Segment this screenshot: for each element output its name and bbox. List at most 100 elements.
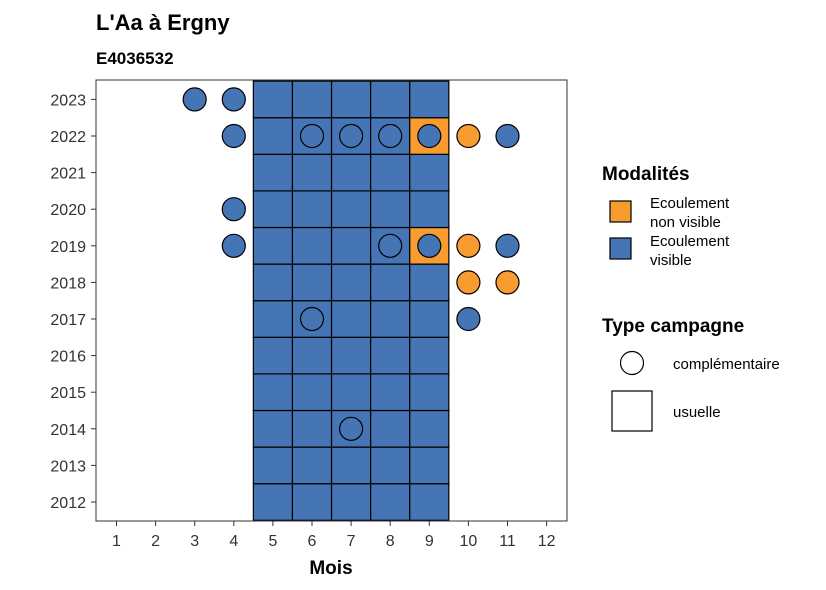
usuelle-tile-2013-6 bbox=[291, 446, 333, 485]
legend-label-non-visible-line1: Ecoulement bbox=[650, 195, 730, 212]
complementaire-point-2019-10 bbox=[456, 233, 481, 258]
complementaire-point-2020-4 bbox=[221, 197, 246, 222]
y-tick-label-2021: 2021 bbox=[50, 166, 86, 183]
y-tick-label-2013: 2013 bbox=[50, 458, 86, 475]
usuelle-tile-2018-7 bbox=[330, 263, 372, 302]
x-tick-label-3: 3 bbox=[190, 533, 199, 550]
usuelle-tile-2012-9 bbox=[409, 483, 450, 521]
usuelle-tile-2014-6 bbox=[291, 409, 333, 448]
x-tick-label-1: 1 bbox=[112, 533, 121, 550]
y-tick-label-2023: 2023 bbox=[50, 92, 86, 109]
usuelle-tile-2016-9 bbox=[409, 336, 450, 375]
legend-label-complementaire: complémentaire bbox=[673, 356, 780, 373]
usuelle-tile-2016-7 bbox=[330, 336, 372, 375]
legend-label-visible-line1: Ecoulement bbox=[650, 233, 730, 250]
x-tick-label-10: 10 bbox=[460, 533, 478, 550]
y-tick-label-2014: 2014 bbox=[50, 422, 86, 439]
usuelle-tile-2021-5 bbox=[252, 153, 294, 192]
usuelle-tile-2021-7 bbox=[330, 153, 372, 192]
usuelle-tile-2021-9 bbox=[409, 153, 450, 192]
usuelle-tile-2020-5 bbox=[252, 190, 294, 229]
usuelle-tile-2018-8 bbox=[370, 263, 411, 302]
usuelle-tile-2023-8 bbox=[370, 80, 411, 119]
usuelle-tile-2014-5 bbox=[252, 409, 294, 448]
complementaire-point-2018-11 bbox=[495, 270, 520, 295]
usuelle-tile-2019-6 bbox=[291, 226, 333, 265]
usuelle-tile-2023-6 bbox=[291, 80, 333, 119]
complementaire-point-2019-4 bbox=[221, 233, 246, 258]
usuelle-tile-2014-8 bbox=[370, 409, 411, 448]
y-axis: 2012 2013 2014 2015 2016 2017 2018 2019 2020 2021… bbox=[50, 92, 96, 512]
usuelle-tile-2015-7 bbox=[330, 373, 372, 412]
complementaire-point-2022-11 bbox=[495, 123, 520, 149]
y-tick-label-2018: 2018 bbox=[50, 275, 86, 292]
complementaire-point-2022-7 bbox=[339, 123, 364, 149]
usuelle-tiles bbox=[252, 80, 450, 521]
x-tick-label-4: 4 bbox=[229, 533, 238, 550]
complementaire-point-2023-4 bbox=[221, 87, 246, 112]
usuelle-tile-2018-5 bbox=[252, 263, 294, 302]
y-tick-label-2020: 2020 bbox=[50, 202, 86, 219]
usuelle-tile-2015-8 bbox=[370, 373, 411, 412]
y-tick-label-2012: 2012 bbox=[50, 495, 86, 512]
usuelle-tile-2023-5 bbox=[252, 80, 294, 119]
x-axis: 1 2 3 4 5 6 7 8 9 10 11 12 bbox=[112, 521, 556, 550]
usuelle-tile-2021-6 bbox=[291, 153, 333, 192]
legend-label-usuelle: usuelle bbox=[673, 404, 721, 421]
usuelle-tile-2020-7 bbox=[330, 190, 372, 229]
usuelle-tile-2018-6 bbox=[291, 263, 333, 302]
usuelle-tile-2015-5 bbox=[252, 373, 294, 412]
legend-key-usuelle bbox=[611, 390, 653, 432]
usuelle-tile-2018-9 bbox=[409, 263, 450, 302]
y-tick-label-2016: 2016 bbox=[50, 349, 86, 366]
legend: Modalités Ecoulement non visible Ecoulem… bbox=[602, 164, 780, 432]
usuelle-tile-2016-8 bbox=[370, 336, 411, 375]
usuelle-tile-2015-6 bbox=[291, 373, 333, 412]
chart-subtitle: E4036532 bbox=[96, 49, 174, 68]
usuelle-tile-2023-9 bbox=[409, 80, 450, 119]
usuelle-tile-2013-5 bbox=[252, 446, 294, 485]
x-axis-title: Mois bbox=[309, 558, 352, 579]
x-tick-label-5: 5 bbox=[268, 533, 277, 550]
legend-key-visible bbox=[609, 237, 632, 260]
usuelle-tile-2022-6 bbox=[291, 117, 333, 155]
usuelle-tile-2012-5 bbox=[252, 483, 294, 521]
y-tick-label-2022: 2022 bbox=[50, 129, 86, 146]
usuelle-tile-2017-7 bbox=[330, 300, 372, 338]
complementaire-point-2022-6 bbox=[299, 123, 325, 149]
complementaire-point-2023-3 bbox=[182, 87, 207, 112]
complementaire-point-2022-8 bbox=[378, 123, 403, 149]
complementaire-point-2019-9 bbox=[417, 233, 442, 258]
x-tick-label-2: 2 bbox=[151, 533, 160, 550]
chart-title: L'Aa à Ergny bbox=[96, 10, 230, 35]
legend-key-complementaire bbox=[619, 350, 645, 376]
y-tick-label-2017: 2017 bbox=[50, 312, 86, 329]
complementaire-point-2017-10 bbox=[456, 306, 481, 332]
usuelle-tile-2023-7 bbox=[330, 80, 372, 119]
y-tick-label-2015: 2015 bbox=[50, 385, 86, 402]
x-tick-label-11: 11 bbox=[499, 533, 516, 550]
legend-label-non-visible-line2: non visible bbox=[650, 214, 721, 231]
usuelle-tile-2020-6 bbox=[291, 190, 333, 229]
x-tick-label-12: 12 bbox=[538, 533, 556, 550]
usuelle-tile-2019-5 bbox=[252, 226, 294, 265]
x-tick-label-9: 9 bbox=[425, 533, 434, 550]
complementaire-point-2022-4 bbox=[221, 123, 246, 149]
usuelle-tile-2013-8 bbox=[370, 446, 411, 485]
usuelle-tile-2013-7 bbox=[330, 446, 372, 485]
y-tick-label-2019: 2019 bbox=[50, 239, 86, 256]
usuelle-tile-2017-5 bbox=[252, 300, 294, 338]
usuelle-tile-2019-7 bbox=[330, 226, 372, 265]
usuelle-tile-2017-9 bbox=[409, 300, 450, 338]
complementaire-point-2017-6 bbox=[299, 306, 325, 332]
usuelle-tile-2017-8 bbox=[370, 300, 411, 338]
usuelle-tile-2016-6 bbox=[291, 336, 333, 375]
plot-border bbox=[95, 79, 568, 522]
usuelle-tile-2020-8 bbox=[370, 190, 411, 229]
complementaire-point-2019-11 bbox=[495, 233, 520, 258]
usuelle-tile-2012-7 bbox=[330, 483, 372, 521]
usuelle-tile-2016-5 bbox=[252, 336, 294, 375]
complementaire-point-2022-10 bbox=[456, 123, 481, 149]
complementaire-point-2022-9 bbox=[417, 123, 442, 149]
